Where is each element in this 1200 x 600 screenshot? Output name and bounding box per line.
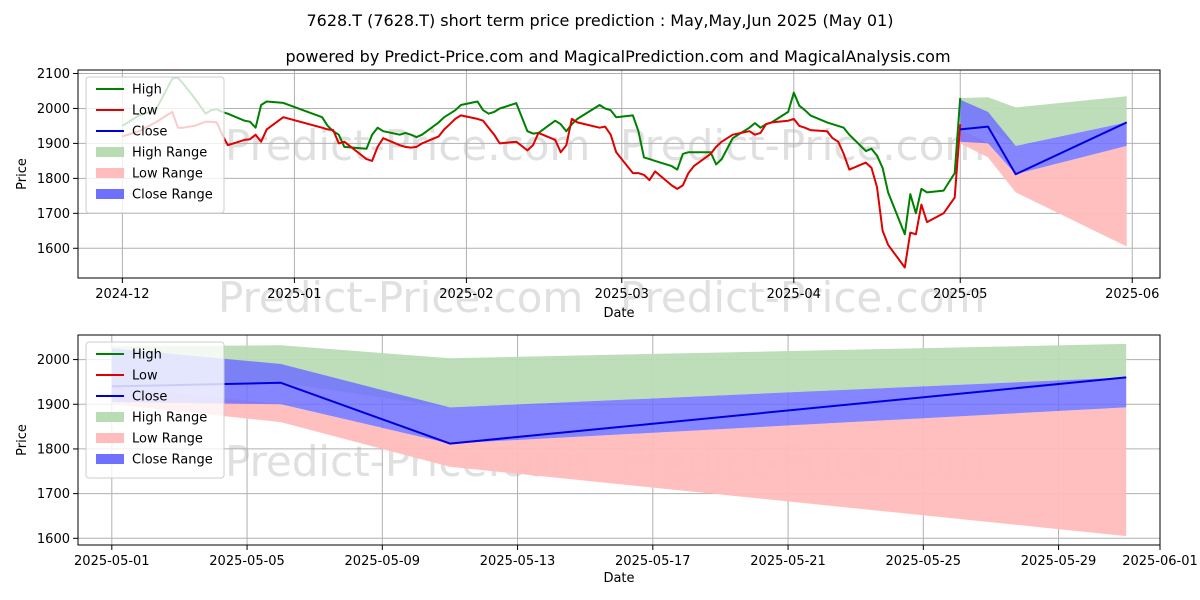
bottom-x-tick-label: 2025-05-13 [480, 554, 556, 569]
top-x-tick-label: 2025-05 [933, 287, 987, 302]
top-legend-label-high: High [132, 83, 162, 98]
top-y-tick-label: 1800 [37, 172, 70, 187]
bottom-legend-swatch-low-range [96, 433, 124, 443]
top-high-line [121, 76, 962, 236]
bottom-x-tick-label: 2025-06-01 [1122, 554, 1198, 569]
top-x-tick-label: 2025-01 [267, 287, 321, 302]
top-x-axis-label: Date [603, 306, 634, 321]
chart-subtitle: powered by Predict-Price.com and Magical… [285, 47, 950, 66]
bottom-y-tick-label: 2000 [37, 353, 70, 368]
top-legend-label-high-range: High Range [132, 146, 207, 161]
bottom-y-tick-label: 1600 [37, 532, 70, 547]
bottom-x-tick-label: 2025-05-25 [886, 554, 962, 569]
top-legend-label-low-range: Low Range [132, 167, 203, 182]
bottom-legend-label-high-range: High Range [132, 411, 207, 426]
top-y-axis-label: Price [15, 158, 30, 190]
top-legend-label-close: Close [132, 125, 167, 140]
top-low-line [122, 110, 962, 269]
bottom-legend-label-high: High [132, 348, 162, 363]
top-close-range-band [960, 99, 1127, 175]
top-x-tick-label: 2025-03 [595, 287, 649, 302]
top-x-tick-label: 2025-06 [1105, 287, 1159, 302]
top-legend-label-low: Low [132, 104, 158, 119]
chart-title: 7628.T (7628.T) short term price predict… [306, 11, 893, 30]
top-low-range-band [960, 129, 1127, 247]
top-x-tick-label: 2025-02 [439, 287, 493, 302]
bottom-x-axis-label: Date [603, 571, 634, 586]
top-legend-swatch-high-range [96, 147, 124, 157]
bottom-legend-label-close-range: Close Range [132, 453, 213, 468]
top-y-tick-label: 1900 [37, 137, 70, 152]
bottom-x-tick-label: 2025-05-29 [1021, 554, 1097, 569]
bottom-legend-label-close: Close [132, 390, 167, 405]
watermark-top-left: Predict-Price.com [225, 121, 590, 170]
top-legend-swatch-close-range [96, 189, 124, 199]
bottom-close-range-band [111, 348, 1127, 444]
bottom-legend-swatch-high-range [96, 412, 124, 422]
top-axes-frame [77, 69, 1161, 279]
bottom-x-tick-label: 2025-05-21 [750, 554, 826, 569]
bottom-panel: 2025-05-01 2025-05-05 2025-05-09 2025-05-13… [15, 334, 1198, 586]
watermark-top-bottom-right: Predict-Price.com [620, 273, 985, 322]
top-x-tick-label: 2025-04 [767, 287, 821, 302]
bottom-y-tick-label: 1900 [37, 398, 70, 413]
bottom-axes-frame [77, 334, 1161, 546]
bottom-x-tick-label: 2025-05-09 [345, 554, 421, 569]
bottom-y-axis-label: Price [15, 424, 30, 456]
top-y-tick-label: 1700 [37, 207, 70, 222]
watermark-top-bottom-left: Predict-Price.com [218, 273, 583, 322]
bottom-x-tick-label: 2025-05-05 [209, 554, 285, 569]
bottom-legend-label-low-range: Low Range [132, 432, 203, 447]
top-close-line [960, 121, 1128, 176]
top-y-tick-label: 1600 [37, 242, 70, 257]
top-panel: 2024-12 2025-01 2025-02 2025-03 2025-04 2025-… [15, 67, 1161, 321]
bottom-x-tick-label: 2025-05-17 [615, 554, 691, 569]
bottom-y-tick-label: 1800 [37, 442, 70, 457]
bottom-y-tick-label: 1700 [37, 487, 70, 502]
top-y-tick-label: 2100 [37, 67, 70, 82]
bottom-legend-label-low: Low [132, 369, 158, 384]
top-legend-swatch-low-range [96, 168, 124, 178]
top-y-tick-label: 2000 [37, 102, 70, 117]
bottom-x-tick-label: 2025-05-01 [74, 554, 150, 569]
bottom-legend-swatch-close-range [96, 454, 124, 464]
watermark-top-right: Predict-Price.com [620, 121, 985, 170]
bottom-low-range-band [111, 386, 1127, 537]
top-legend-label-close-range: Close Range [132, 188, 213, 203]
top-x-tick-label: 2024-12 [95, 287, 149, 302]
